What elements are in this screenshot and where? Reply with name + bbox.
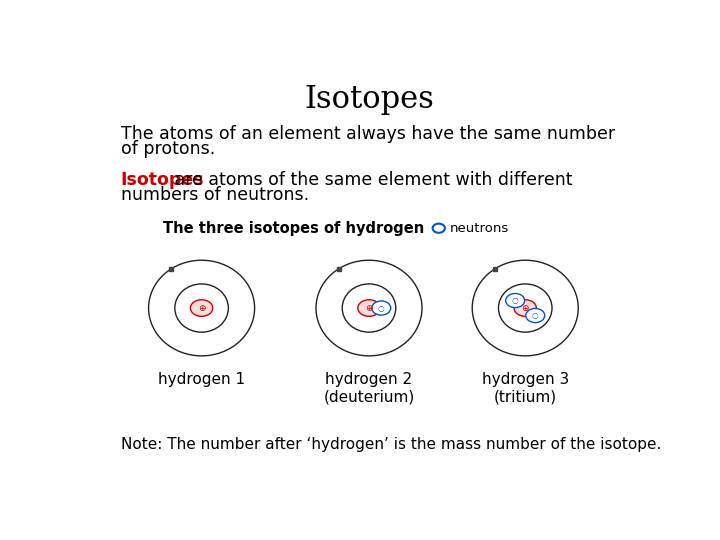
- Text: of protons.: of protons.: [121, 140, 215, 158]
- Text: neutrons: neutrons: [450, 222, 509, 235]
- Circle shape: [358, 300, 380, 316]
- Circle shape: [526, 308, 545, 322]
- Text: Isotopes: Isotopes: [304, 84, 434, 114]
- Circle shape: [372, 301, 391, 315]
- Text: Isotopes: Isotopes: [121, 171, 204, 189]
- Text: hydrogen 3
(tritium): hydrogen 3 (tritium): [482, 373, 569, 405]
- Circle shape: [433, 224, 445, 233]
- Text: The three isotopes of hydrogen: The three isotopes of hydrogen: [163, 221, 424, 236]
- Circle shape: [191, 300, 213, 316]
- Text: ⊕: ⊕: [198, 303, 205, 313]
- Text: ⊕: ⊕: [521, 303, 529, 313]
- Text: Note: The number after ‘hydrogen’ is the mass number of the isotope.: Note: The number after ‘hydrogen’ is the…: [121, 437, 661, 452]
- Text: hydrogen 2
(deuterium): hydrogen 2 (deuterium): [323, 373, 415, 405]
- Text: The atoms of an element always have the same number: The atoms of an element always have the …: [121, 125, 615, 143]
- Circle shape: [505, 294, 525, 308]
- Text: ○: ○: [512, 296, 518, 305]
- Text: numbers of neutrons.: numbers of neutrons.: [121, 186, 309, 204]
- Text: ○: ○: [532, 311, 539, 320]
- Text: ○: ○: [378, 303, 384, 313]
- Text: hydrogen 1: hydrogen 1: [158, 373, 246, 388]
- Circle shape: [514, 300, 536, 316]
- Text: ⊕: ⊕: [365, 303, 373, 313]
- Text: are atoms of the same element with different: are atoms of the same element with diffe…: [169, 171, 572, 189]
